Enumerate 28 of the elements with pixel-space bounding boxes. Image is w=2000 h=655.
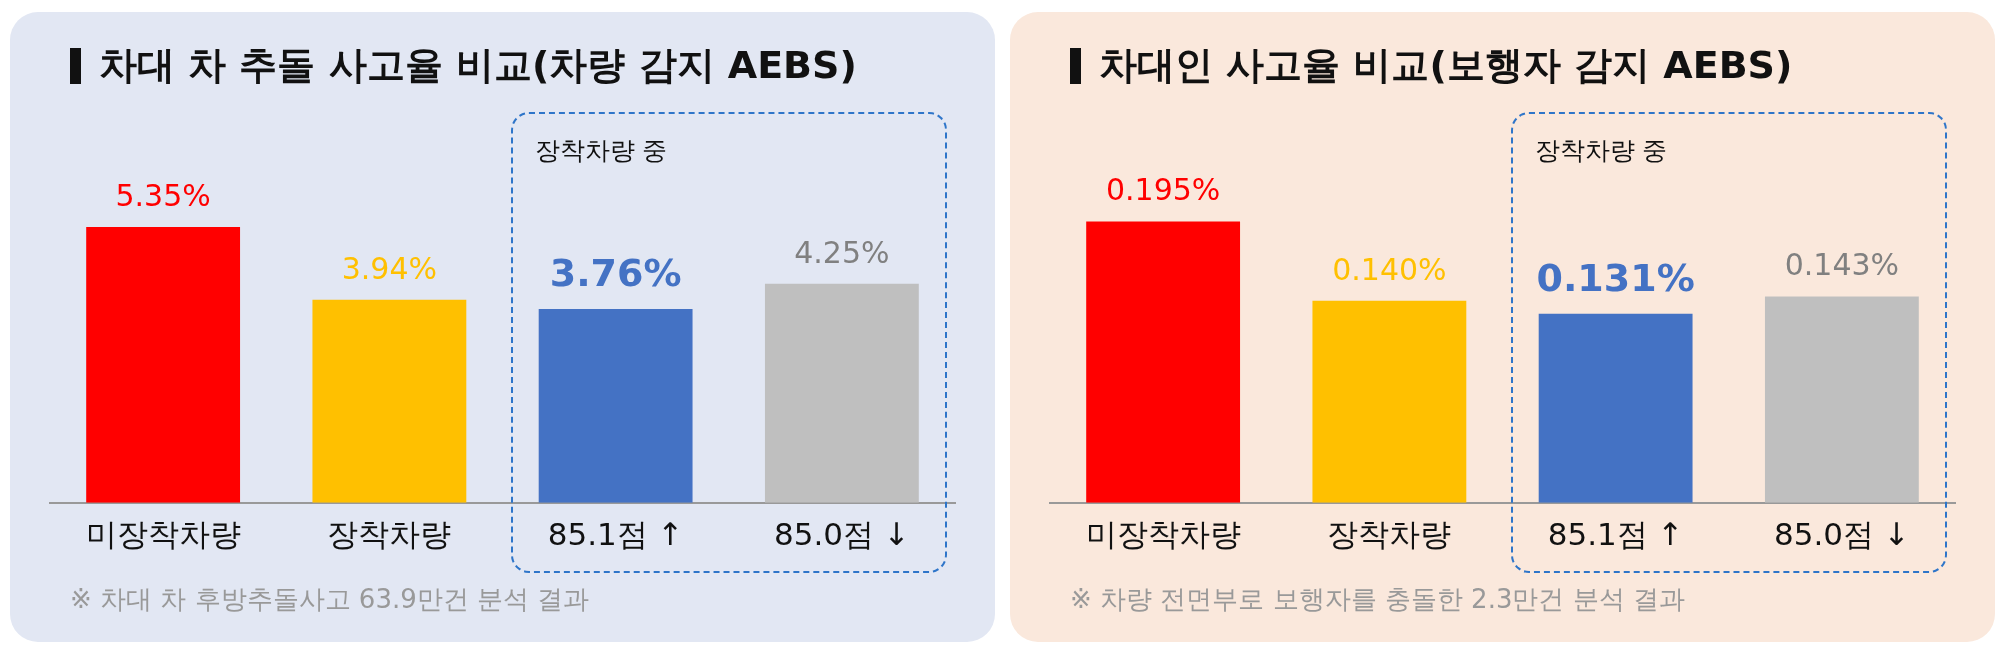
bar — [312, 299, 467, 503]
bar — [538, 309, 693, 503]
chart-title: 차대 차 추돌 사고율 비교(차량 감지 AEBS) — [99, 42, 857, 89]
bar — [1312, 300, 1467, 503]
text: ※ 차량 전면부로 보행자를 충돌한 2.3만건 분석 결과 — [1070, 583, 1685, 616]
bar — [764, 283, 919, 503]
x-tick-label: 장착차량 — [1327, 516, 1452, 553]
x-tick-label: 85.1점 ↑ — [547, 516, 684, 553]
data-label: 0.140% — [1332, 251, 1447, 287]
x-tick-label: 미장착차량 — [85, 516, 241, 553]
x-tick-label: 미장착차량 — [1085, 516, 1241, 553]
x-tick-label: 장착차량 — [327, 516, 452, 553]
bar — [1764, 296, 1919, 503]
bar — [1086, 221, 1241, 503]
data-label: 5.35% — [115, 177, 211, 213]
x-tick-label: 85.1점 ↑ — [1547, 516, 1684, 553]
x-tick-label: 85.0점 ↓ — [773, 516, 910, 553]
x-tick-label: 85.0점 ↓ — [1773, 516, 1910, 553]
data-label: 0.195% — [1105, 172, 1221, 208]
text: ※ 차대 차 후방추돌사고 63.9만건 분석 결과 — [70, 583, 590, 616]
data-label: 3.76% — [549, 250, 682, 295]
data-label: 4.25% — [794, 234, 890, 270]
bar — [1538, 313, 1693, 503]
chart-title: 차대인 사고율 비교(보행자 감지 AEBS) — [1099, 42, 1793, 89]
data-label: 0.143% — [1784, 247, 1900, 283]
bar — [86, 227, 241, 503]
data-label: 0.131% — [1536, 255, 1695, 300]
data-label: 3.94% — [341, 250, 438, 286]
